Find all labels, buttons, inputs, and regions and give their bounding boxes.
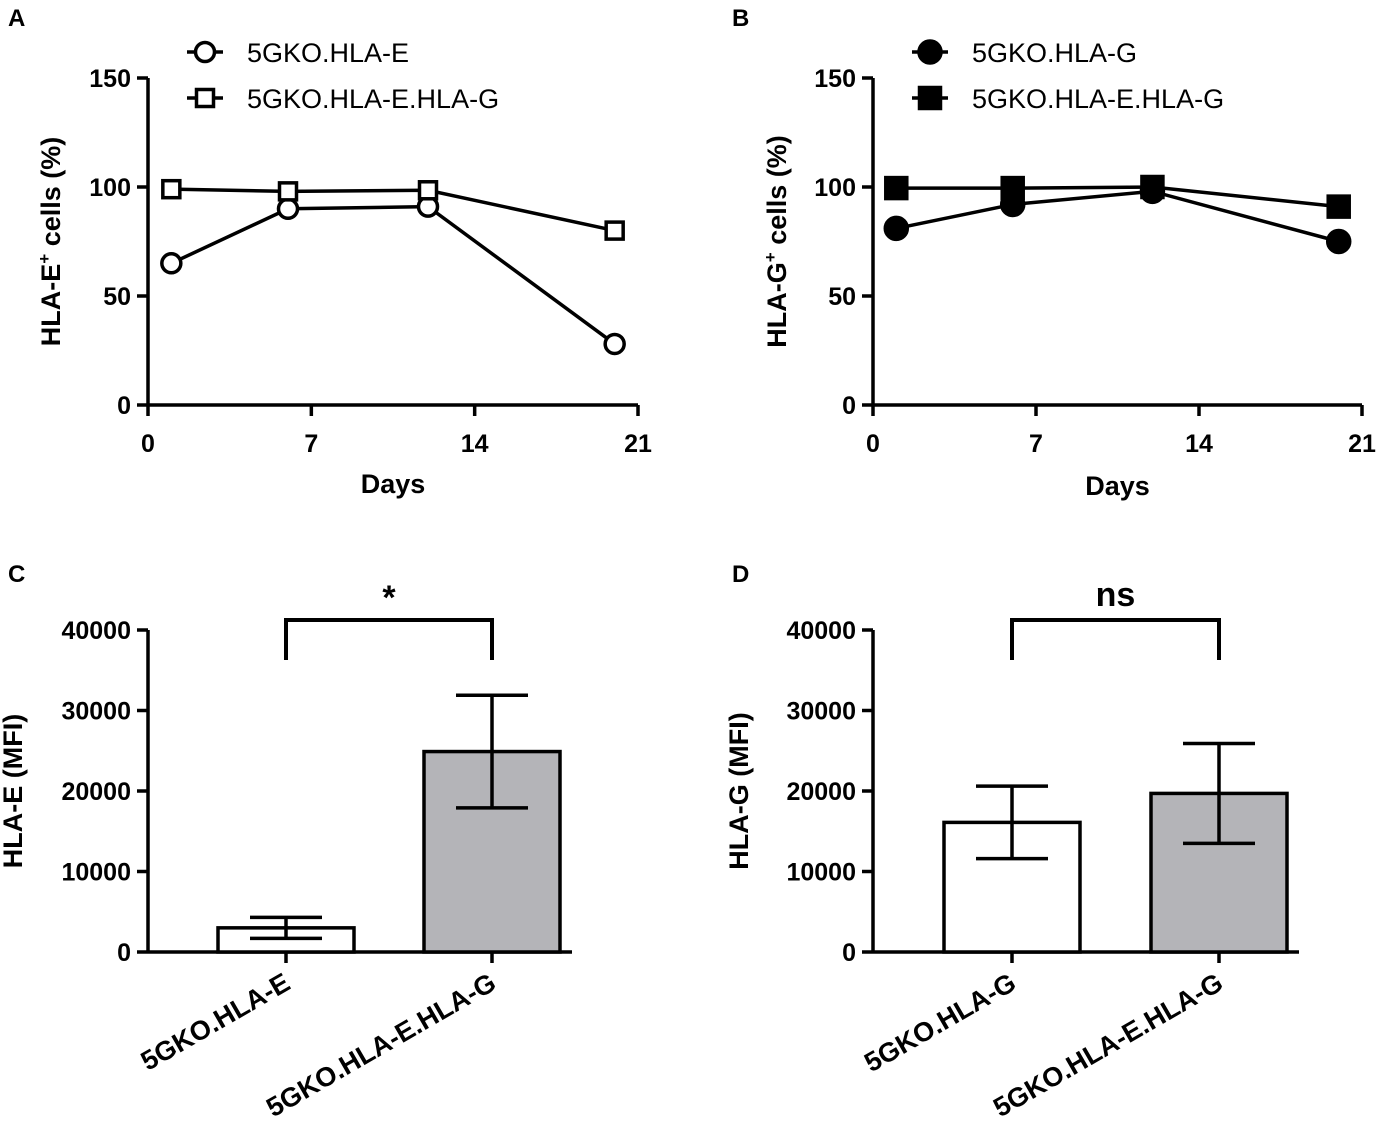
y-tick-label: 0 (117, 939, 131, 967)
y-axis-title-rest: cells (%) (762, 135, 792, 252)
legend-label: 5GKO.HLA-E (247, 38, 409, 68)
y-tick-label: 100 (814, 174, 856, 202)
panel-letter: D (732, 561, 749, 588)
y-tick-label: 30000 (61, 698, 131, 726)
data-point (1326, 194, 1351, 219)
y-axis-title-main: HLA-E (36, 264, 66, 347)
series-line (896, 185, 1339, 209)
panel-letter: C (8, 561, 25, 588)
y-axis-title: HLA-E (MFI) (0, 714, 28, 868)
x-tick-label: 7 (1029, 430, 1043, 458)
y-tick-label: 30000 (786, 698, 856, 726)
legend-marker (193, 40, 217, 64)
y-tick-label: 10000 (61, 859, 131, 887)
bar-group-2: 5GKO.HLA-E.HLA-G (261, 693, 562, 1123)
x-tick-label: 5GKO.HLA-G (859, 967, 1021, 1078)
series-line (170, 204, 616, 346)
legend-marker (917, 39, 943, 65)
data-point (161, 178, 182, 200)
significance-label: ns (1096, 576, 1136, 614)
data-point (1140, 174, 1165, 200)
x-axis-title: Days (361, 469, 426, 499)
y-tick-label: 0 (842, 939, 856, 967)
data-point (417, 180, 439, 201)
legend-marker (917, 85, 943, 111)
series-2: 5GKO.HLA-E.HLA-G (884, 84, 1351, 219)
series-2: 5GKO.HLA-E.HLA-G (161, 84, 625, 241)
y-axis-title-main: HLA-E (MFI) (0, 714, 28, 868)
panel-d: D 0 10000 20000 30000 40000 HLA-G (MFI) 5GKO.HL… (724, 561, 1299, 1123)
data-point (277, 181, 299, 202)
significance-bracket (284, 618, 494, 660)
y-axis-title-sup: + (35, 254, 54, 264)
legend-label: 5GKO.HLA-E.HLA-G (247, 84, 499, 114)
y-axis-title-main: HLA-G (762, 262, 792, 347)
x-axis-title: Days (1085, 471, 1150, 501)
x-tick-label: 14 (1185, 430, 1213, 458)
bar-group-1: 5GKO.HLA-G (859, 784, 1082, 1078)
x-tick-label: 5GKO.HLA-E.HLA-G (261, 967, 501, 1123)
significance-label: * (382, 579, 396, 617)
panel-a: A 0 50 100 150 0 7 14 21 Days HLA-E+ cells (%) 5GKO… (8, 5, 652, 499)
data-point (160, 252, 183, 275)
x-tick-label: 5GKO.HLA-E.HLA-G (988, 967, 1228, 1123)
bar-group-1: 5GKO.HLA-E (136, 915, 356, 1076)
y-tick-label: 40000 (61, 617, 131, 645)
panel-c: C 0 10000 20000 30000 40000 HLA-E (MFI) 5GKO.HL… (0, 561, 572, 1123)
y-tick-label: 20000 (786, 778, 856, 806)
y-axis-title-main: HLA-G (MFI) (724, 712, 754, 869)
series-line (895, 189, 1340, 244)
series-1: 5GKO.HLA-E (160, 38, 626, 356)
panel-b: B 0 50 100 150 0 7 14 21 Days HLA-G+ cells (%) 5GKO… (732, 5, 1376, 501)
panel-letter: B (732, 5, 749, 32)
significance-bracket (1010, 618, 1221, 660)
x-tick-label: 5GKO.HLA-E (136, 967, 295, 1076)
y-tick-label: 0 (117, 392, 131, 420)
y-axis-title: HLA-G (MFI) (724, 712, 754, 869)
series-1: 5GKO.HLA-G (883, 38, 1352, 255)
data-point (884, 175, 909, 201)
series-line (171, 187, 616, 233)
data-point (1325, 228, 1352, 255)
y-tick-label: 50 (828, 283, 856, 311)
data-point (1000, 175, 1025, 201)
y-tick-label: 150 (89, 65, 131, 93)
x-tick-label: 14 (461, 430, 489, 458)
y-axis-title-rest: cells (%) (36, 137, 66, 254)
x-tick-label: 0 (866, 430, 880, 458)
y-tick-label: 10000 (786, 859, 856, 887)
panel-letter: A (8, 5, 25, 32)
y-tick-label: 50 (103, 283, 131, 311)
x-tick-label: 21 (624, 430, 652, 458)
y-axis-title: HLA-E+ cells (%) (35, 137, 66, 346)
legend-marker (194, 87, 216, 109)
x-tick-label: 0 (141, 430, 155, 458)
y-tick-label: 150 (814, 65, 856, 93)
y-tick-label: 100 (89, 174, 131, 202)
y-tick-label: 40000 (786, 617, 856, 645)
x-tick-label: 7 (304, 430, 318, 458)
legend-label: 5GKO.HLA-E.HLA-G (972, 84, 1224, 114)
x-tick-label: 21 (1348, 430, 1376, 458)
data-point (276, 197, 300, 221)
legend-label: 5GKO.HLA-G (972, 38, 1137, 68)
y-axis-title-sup: + (761, 252, 780, 262)
y-tick-label: 0 (842, 392, 856, 420)
data-point (603, 332, 626, 356)
data-point (883, 215, 910, 242)
y-axis-title: HLA-G+ cells (%) (761, 135, 792, 347)
data-point (604, 220, 625, 241)
y-tick-label: 20000 (61, 778, 131, 806)
